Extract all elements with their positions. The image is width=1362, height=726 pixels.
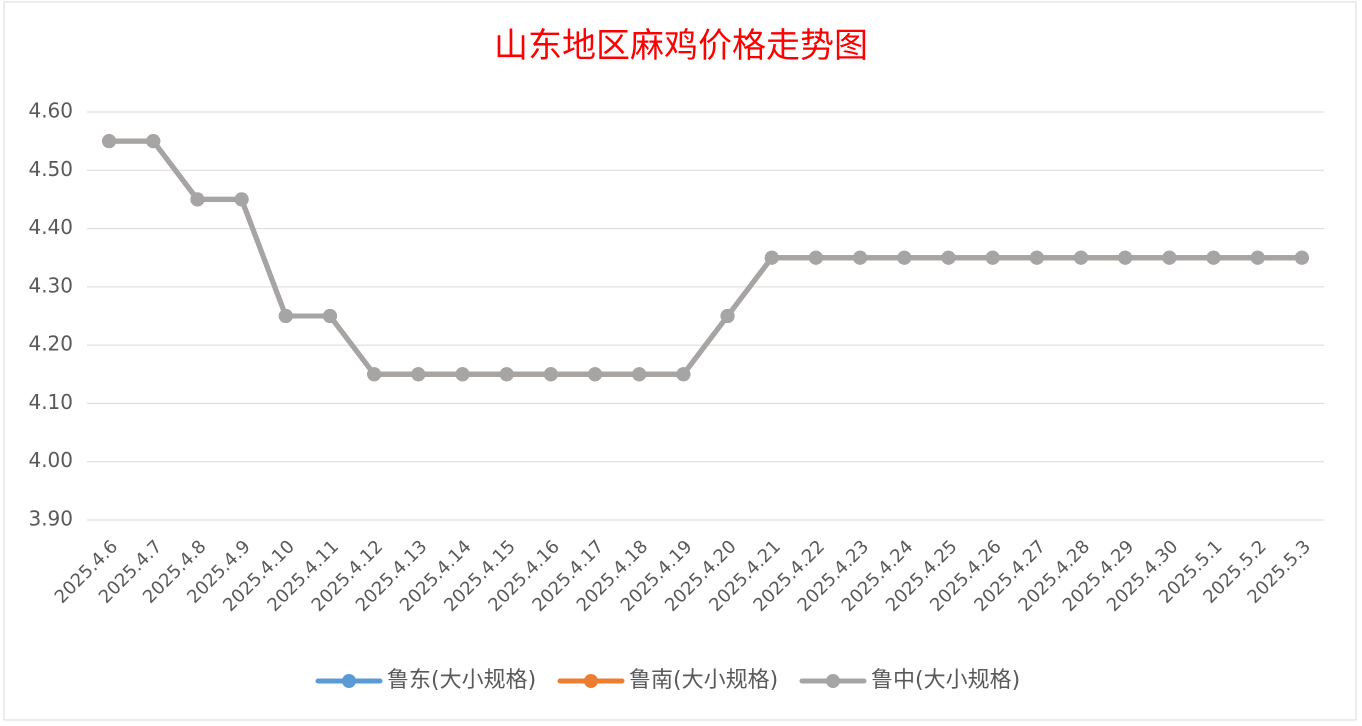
data-point <box>543 367 558 382</box>
legend-label: 鲁东(大小规格) <box>387 668 536 693</box>
chart-title: 山东地区麻鸡价格走势图 <box>494 26 868 66</box>
data-point <box>941 250 956 265</box>
y-tick-label: 4.10 <box>28 390 73 414</box>
data-point <box>234 192 249 207</box>
data-point <box>985 250 1000 265</box>
data-point <box>897 250 912 265</box>
data-point <box>808 250 823 265</box>
data-point <box>322 309 337 323</box>
legend-label: 鲁南(大小规格) <box>629 668 778 693</box>
legend-marker <box>584 674 598 688</box>
data-point <box>411 367 426 382</box>
data-point <box>102 134 117 149</box>
data-point <box>1206 250 1221 265</box>
data-point <box>588 367 603 382</box>
y-tick-label: 4.60 <box>28 99 73 123</box>
data-point <box>1029 250 1044 265</box>
data-point <box>1162 250 1177 265</box>
y-tick-label: 4.30 <box>28 273 73 297</box>
data-point <box>499 367 514 382</box>
data-point <box>146 134 161 149</box>
data-point <box>632 367 647 382</box>
y-tick-label: 4.50 <box>28 157 73 181</box>
y-tick-label: 4.00 <box>28 448 73 472</box>
data-point <box>367 367 382 382</box>
data-point <box>1118 250 1133 265</box>
y-tick-label: 3.90 <box>28 507 73 531</box>
legend-label: 鲁中(大小规格) <box>871 668 1020 693</box>
data-point <box>720 309 735 323</box>
y-tick-label: 4.20 <box>28 332 73 356</box>
data-point <box>853 250 868 265</box>
legend-marker <box>826 674 840 688</box>
data-point <box>1250 250 1265 265</box>
y-tick-label: 4.40 <box>28 215 73 239</box>
data-point <box>676 367 691 382</box>
data-point <box>455 367 470 382</box>
data-point <box>764 250 779 265</box>
legend-marker <box>342 674 356 688</box>
series-line <box>109 138 1302 377</box>
data-point <box>278 309 293 323</box>
data-point <box>1294 250 1309 265</box>
data-point <box>190 192 205 207</box>
data-point <box>1074 250 1089 265</box>
chart-area <box>3 1 1357 721</box>
